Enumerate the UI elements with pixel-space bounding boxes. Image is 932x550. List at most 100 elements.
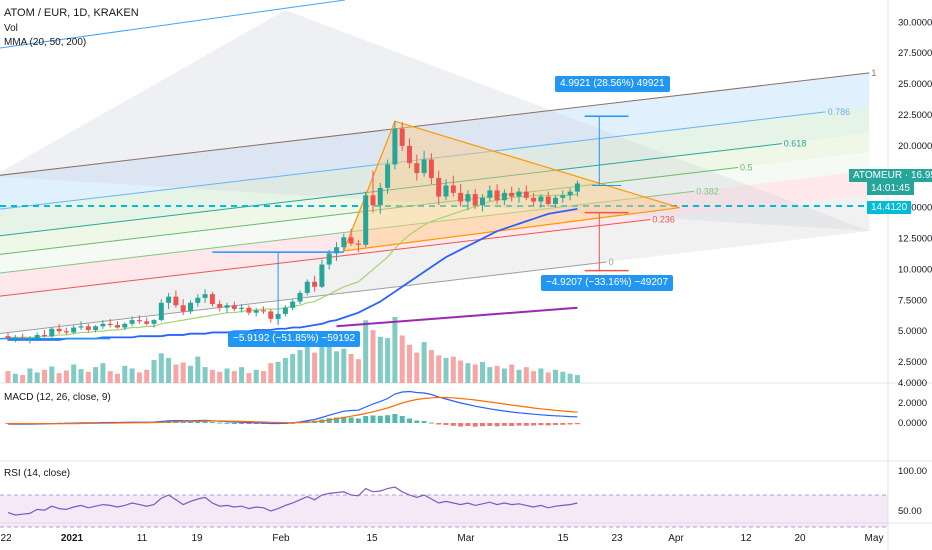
macd-histogram-bar <box>480 423 485 427</box>
time-axis-tick: 11 <box>137 533 148 544</box>
volume-series <box>5 317 580 383</box>
volume-bar <box>574 375 580 383</box>
candle-body <box>144 321 150 324</box>
macd-histogram-bar <box>501 423 507 426</box>
macd-histogram-bar <box>450 423 456 426</box>
volume-bar <box>180 362 186 383</box>
downside-target-label[interactable]: −4.9207 (−33.16%) −49207 <box>541 275 674 291</box>
countdown-tag: 14:01:45 <box>867 182 914 195</box>
candle-body <box>180 305 186 312</box>
candle-body <box>392 128 398 165</box>
volume-bar <box>319 346 325 383</box>
channel-upper-line <box>0 0 346 49</box>
macd-histogram-bar <box>224 422 230 424</box>
candle-body <box>85 326 91 330</box>
volume-bar <box>49 366 55 383</box>
volume-bar <box>334 351 339 383</box>
macd-histogram-bar <box>567 423 573 425</box>
macd-axis-tick: 4.0000 <box>898 378 927 389</box>
candle-body <box>107 323 113 326</box>
macd-histogram-bar <box>421 421 427 423</box>
macd-histogram-bar <box>574 423 580 425</box>
volume-bar <box>224 368 230 383</box>
volume-bar <box>20 375 26 383</box>
candle-body <box>516 191 522 197</box>
volume-bar <box>144 369 150 383</box>
volume-bar <box>63 370 69 383</box>
price-axis-tick: 5.0000 <box>898 326 927 337</box>
moving-average-legend: MMA (20, 50, 200) <box>4 37 87 48</box>
volume-bar <box>188 365 193 383</box>
price-axis-tick: 27.5000 <box>898 48 932 59</box>
candle-body <box>567 191 573 196</box>
candle-body <box>202 294 208 298</box>
volume-bar <box>370 330 376 383</box>
candle-body <box>341 237 347 248</box>
volume-bar <box>246 373 252 383</box>
volume-bar <box>275 361 281 383</box>
volume-bar <box>465 363 471 383</box>
volume-bar <box>523 367 529 383</box>
volume-bar <box>115 373 120 383</box>
candle-body <box>531 197 537 202</box>
macd-histogram-bar <box>209 422 215 423</box>
price-axis-tick: 30.0000 <box>898 17 932 28</box>
volume-bar <box>377 336 383 383</box>
volume-bar <box>355 359 361 383</box>
volume-bar <box>392 317 398 383</box>
macd-axis-tick: 0.0000 <box>898 418 927 429</box>
volume-bar <box>414 352 420 383</box>
volume-bar <box>450 356 456 383</box>
fib-level-label: 0.5 <box>740 162 753 172</box>
volume-bar <box>34 372 40 383</box>
volume-bar <box>312 352 318 383</box>
rsi-axis-tick: 50.00 <box>898 506 922 517</box>
volume-bar <box>166 357 172 383</box>
macd-histogram-bar <box>239 423 245 424</box>
candle-body <box>246 307 252 313</box>
fib-band <box>0 133 870 255</box>
candles <box>5 121 580 344</box>
candle-body <box>472 194 478 206</box>
candle-body <box>304 281 310 293</box>
pullback-measure-label[interactable]: −5.9192 (−51.85%) −59192 <box>228 331 361 347</box>
candle-body <box>487 190 493 198</box>
rsi-line <box>7 486 578 516</box>
candle-body <box>480 197 485 206</box>
candle-body <box>465 194 471 202</box>
macd-histogram-bar <box>531 423 537 426</box>
macd-histogram-bar <box>363 416 369 423</box>
macd-histogram-bar <box>370 415 376 423</box>
macd-signal-line <box>7 396 578 425</box>
volume-bar <box>560 371 566 383</box>
candle-body <box>42 334 47 337</box>
macd-histogram-bar <box>516 423 522 426</box>
candle-body <box>115 325 120 328</box>
volume-bar <box>56 373 62 383</box>
candle-body <box>574 183 580 192</box>
time-axis-tick: Feb <box>272 533 290 544</box>
candle-body <box>450 185 456 193</box>
volume-bar <box>107 371 113 383</box>
macd-histogram-bar <box>487 423 493 426</box>
upside-target-label[interactable]: 4.9921 (28.56%) 49921 <box>555 76 670 92</box>
candle-body <box>100 323 106 327</box>
macd-histogram-bar <box>253 423 259 424</box>
volume-bar <box>480 361 485 383</box>
price-axis-tick: 12.5000 <box>898 234 932 245</box>
candle-body <box>414 163 420 174</box>
candle-body <box>290 301 296 308</box>
fib-band <box>0 193 870 334</box>
volume-bar <box>158 353 164 383</box>
macd-axis-tick: 2.0000 <box>898 398 927 409</box>
candle-body <box>78 326 84 328</box>
candle-body <box>399 128 405 146</box>
candle-body <box>443 185 449 197</box>
fib-level-label: 0.382 <box>696 186 719 196</box>
rsi-axis-tick: 100.00 <box>898 466 927 477</box>
volume-bar <box>42 369 47 383</box>
candle-body <box>297 292 303 302</box>
chart-title: ATOM / EUR, 1D, KRAKEN <box>4 7 139 19</box>
candle-body <box>231 305 237 309</box>
